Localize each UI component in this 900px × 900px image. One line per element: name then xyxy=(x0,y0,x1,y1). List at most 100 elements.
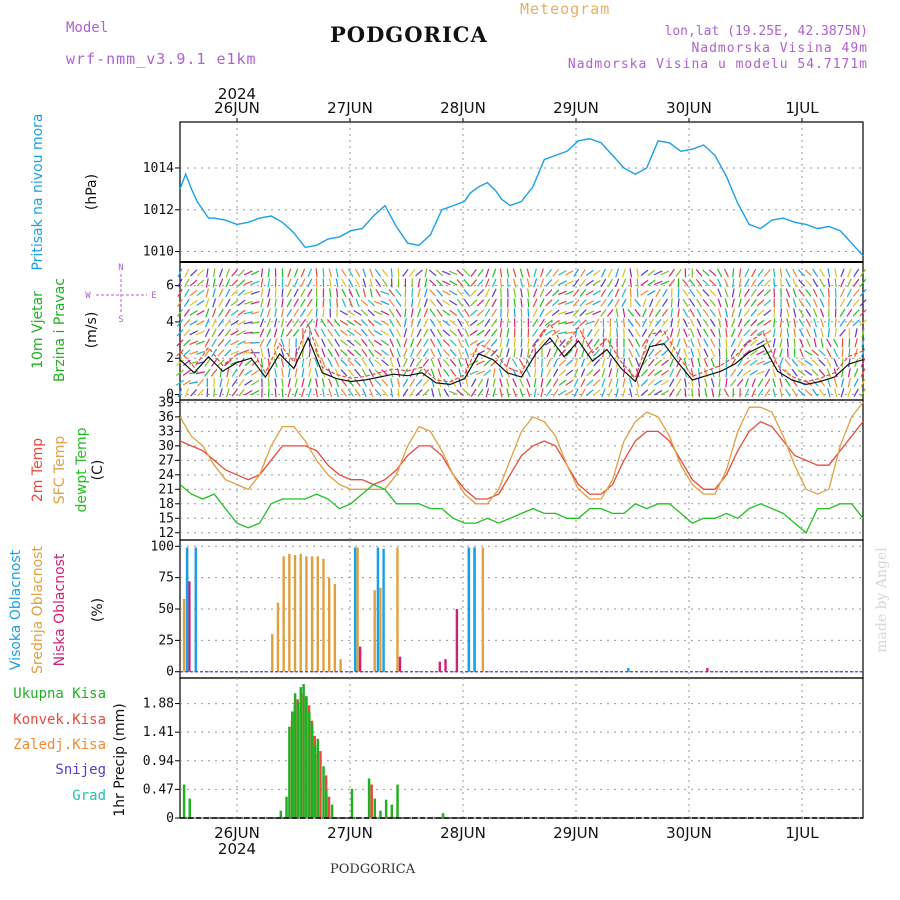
wind-arrow xyxy=(750,309,758,317)
wind-arrow xyxy=(410,328,415,338)
wind-arrow xyxy=(684,378,687,388)
wind-arrow xyxy=(785,388,791,397)
wind-arrow xyxy=(362,278,367,288)
wind-arrow xyxy=(520,288,523,298)
wind-arrow xyxy=(415,358,423,367)
wind-arrow xyxy=(600,308,607,317)
wind-arrow xyxy=(839,308,846,317)
bottom-day-label-2: 28JUN xyxy=(440,824,486,842)
wind-arrow xyxy=(341,288,347,298)
wind-arrow xyxy=(237,340,246,346)
ytick-label: 1014 xyxy=(143,161,174,176)
wind-arrow xyxy=(513,288,517,298)
wind-arrow xyxy=(586,328,593,337)
wind-arrow xyxy=(608,378,613,388)
wind-arrow xyxy=(654,308,662,317)
wind-arrow xyxy=(749,369,758,376)
wind-arrow xyxy=(792,298,797,308)
compass-s: S xyxy=(118,315,123,325)
wind-arrow xyxy=(683,368,687,378)
wind-arrow xyxy=(812,388,819,397)
wind-arrow xyxy=(607,288,614,297)
wind-arrow xyxy=(335,268,339,278)
wind-arrow xyxy=(182,369,191,376)
precip-bar xyxy=(330,804,334,818)
wind-arrow xyxy=(676,348,681,358)
precip-legend-2: Zaledj.Kisa xyxy=(13,737,106,753)
wind-arrow xyxy=(552,378,559,387)
wind-arrow xyxy=(267,358,270,368)
wind-arrow xyxy=(368,348,375,357)
wind-arrow xyxy=(558,270,567,276)
wind-arrow xyxy=(281,378,284,388)
precip-bar xyxy=(396,784,399,818)
wind-arrow xyxy=(368,388,374,398)
wind-arrow xyxy=(812,298,818,308)
wind-arrow xyxy=(286,288,292,298)
wind-arrow xyxy=(456,288,464,297)
wind-arrow xyxy=(380,300,390,306)
wind-arrow xyxy=(764,378,771,387)
wind-arrow xyxy=(230,360,240,365)
wind-arrow xyxy=(403,318,407,328)
wind-arrow xyxy=(834,328,837,338)
wind-arrow xyxy=(355,298,360,308)
precip-bar xyxy=(441,813,445,818)
wind-arrow xyxy=(585,310,595,316)
wind-arrow xyxy=(601,368,606,378)
wind-arrow xyxy=(608,358,612,368)
wind-arrow xyxy=(212,288,216,298)
ytick-label: 21 xyxy=(158,482,174,497)
wind-arrow xyxy=(839,318,846,327)
wind-arrow xyxy=(676,368,682,378)
wind-arrow xyxy=(177,278,183,288)
wind-arrow xyxy=(463,298,470,307)
wind-arrow xyxy=(791,388,798,397)
wind-arrow xyxy=(737,318,743,328)
wind-arrow xyxy=(490,339,498,347)
wind-arrow xyxy=(586,379,594,387)
wind-arrow xyxy=(784,378,791,387)
wind-arrow xyxy=(476,319,485,327)
wind-arrow xyxy=(786,338,789,348)
wind-arrow xyxy=(322,298,325,308)
ytick-label: 36 xyxy=(158,410,174,425)
wind-arrow xyxy=(683,348,688,358)
wind-arrow xyxy=(231,378,238,387)
wind-arrow xyxy=(820,318,824,328)
wind-arrow xyxy=(333,318,341,327)
wind-arrow xyxy=(797,269,806,277)
wind-arrow xyxy=(606,308,614,317)
wind-arrow xyxy=(293,278,299,288)
precip-bar xyxy=(288,726,291,818)
wind-arrow xyxy=(607,388,613,398)
wind-arrow xyxy=(847,368,851,378)
wind-arrow xyxy=(520,308,523,318)
wind-arrow xyxy=(259,308,264,318)
wind-arrow xyxy=(321,348,326,358)
wind-arrow xyxy=(756,319,765,326)
wind-arrow xyxy=(750,319,758,327)
wind-arrow xyxy=(564,331,574,335)
wind-arrow xyxy=(244,389,253,396)
wind-arrow xyxy=(422,389,430,397)
wind-arrow xyxy=(558,280,567,286)
wind-arrow xyxy=(779,268,783,278)
wind-arrow xyxy=(328,388,333,398)
pressure-line xyxy=(179,137,864,257)
wind-arrow xyxy=(805,318,812,328)
wind-arrow xyxy=(772,358,777,368)
wind-arrow xyxy=(465,378,469,388)
wind-arrow xyxy=(773,318,776,328)
cloud-bar xyxy=(481,547,485,672)
wind-arrow xyxy=(243,321,253,325)
wind-arrow xyxy=(300,298,306,308)
wind-arrow xyxy=(580,358,586,368)
wind-arrow xyxy=(463,308,470,317)
wind-arrow xyxy=(690,358,694,368)
wind-arrow xyxy=(177,268,183,278)
wind-arrow xyxy=(449,358,457,367)
ytick-label: 0.47 xyxy=(143,782,174,797)
wind-arrow xyxy=(422,368,430,377)
wind-arrow xyxy=(565,379,574,386)
